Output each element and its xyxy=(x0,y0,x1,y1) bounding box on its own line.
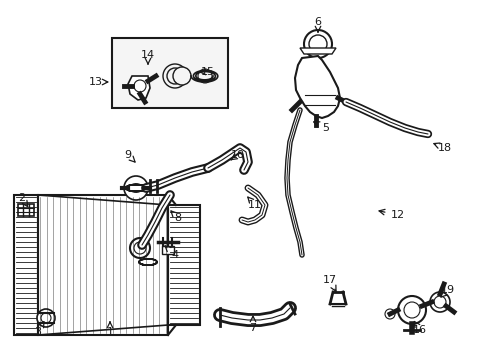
Text: 7: 7 xyxy=(249,323,256,333)
Text: 2: 2 xyxy=(19,193,25,203)
Polygon shape xyxy=(299,48,335,54)
Bar xyxy=(38,195,168,335)
Circle shape xyxy=(163,64,186,88)
Bar xyxy=(168,205,200,325)
Polygon shape xyxy=(128,76,150,100)
Text: 8: 8 xyxy=(174,213,181,223)
Text: 18: 18 xyxy=(437,143,451,153)
Circle shape xyxy=(198,69,212,83)
Bar xyxy=(112,38,227,108)
Text: 17: 17 xyxy=(322,275,336,285)
Text: 19: 19 xyxy=(440,285,454,295)
Circle shape xyxy=(41,313,51,323)
Circle shape xyxy=(130,238,150,258)
Text: 12: 12 xyxy=(390,210,404,220)
Text: 15: 15 xyxy=(201,67,215,77)
Text: 1: 1 xyxy=(106,327,113,337)
Text: 6: 6 xyxy=(314,17,321,27)
Bar xyxy=(14,195,38,335)
Text: 4: 4 xyxy=(171,250,178,260)
Text: 3: 3 xyxy=(35,327,41,337)
Text: 11: 11 xyxy=(247,200,262,210)
Polygon shape xyxy=(294,56,339,118)
Text: 16: 16 xyxy=(412,325,426,335)
Circle shape xyxy=(403,302,419,318)
Bar xyxy=(18,204,34,216)
Text: 9: 9 xyxy=(124,150,131,160)
Text: 5: 5 xyxy=(322,123,329,133)
Circle shape xyxy=(167,68,183,84)
Circle shape xyxy=(173,67,191,85)
Circle shape xyxy=(433,296,445,308)
Circle shape xyxy=(384,309,394,319)
Circle shape xyxy=(124,176,148,200)
Text: 14: 14 xyxy=(141,50,155,60)
Circle shape xyxy=(134,80,146,92)
Circle shape xyxy=(429,292,449,312)
Bar xyxy=(162,246,174,254)
Circle shape xyxy=(397,296,425,324)
Circle shape xyxy=(134,242,146,254)
Circle shape xyxy=(37,309,55,327)
Circle shape xyxy=(308,35,326,53)
Text: 13: 13 xyxy=(89,77,103,87)
Circle shape xyxy=(304,30,331,58)
Text: 10: 10 xyxy=(230,150,244,160)
